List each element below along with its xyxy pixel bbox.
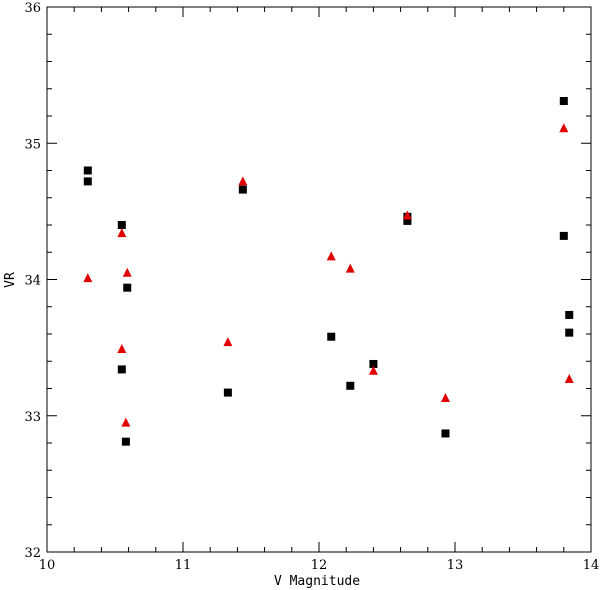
y-tick-label: 33 <box>24 410 41 425</box>
square-marker <box>238 185 247 194</box>
square-marker <box>223 388 232 397</box>
square-marker <box>83 166 92 175</box>
triangle-marker <box>345 263 355 273</box>
square-marker <box>121 437 130 446</box>
triangle-marker <box>122 267 132 277</box>
square-marker <box>559 231 568 240</box>
x-axis-label: V Magnitude <box>274 574 360 589</box>
square-marker <box>369 359 378 368</box>
data-points <box>83 97 574 446</box>
x-tick-label: 11 <box>175 558 192 573</box>
square-marker <box>346 381 355 390</box>
y-axis-ticks: 32 33 34 35 36 <box>24 1 591 561</box>
square-marker <box>565 328 574 337</box>
x-axis-ticks: 10 11 12 13 14 <box>39 7 600 573</box>
square-marker <box>327 332 336 341</box>
y-tick-label: 32 <box>24 546 41 561</box>
triangle-marker <box>440 393 450 403</box>
x-tick-label: 12 <box>311 558 328 573</box>
square-marker <box>123 283 132 292</box>
triangle-marker <box>117 228 127 238</box>
square-marker <box>441 429 450 438</box>
triangle-marker <box>402 210 412 220</box>
y-axis-label: VR <box>3 272 18 288</box>
x-tick-label: 10 <box>39 558 56 573</box>
x-tick-label: 14 <box>583 558 600 573</box>
x-tick-label: 13 <box>447 558 464 573</box>
square-marker <box>83 177 92 186</box>
y-tick-label: 34 <box>24 274 41 289</box>
triangle-marker <box>117 343 127 353</box>
triangle-marker <box>83 273 93 283</box>
triangle-marker <box>223 337 233 347</box>
square-marker <box>117 365 126 374</box>
square-marker <box>565 310 574 319</box>
y-tick-label: 35 <box>24 137 41 152</box>
triangle-marker <box>564 373 574 383</box>
triangle-marker <box>368 365 378 375</box>
triangle-marker <box>326 251 336 261</box>
square-marker <box>559 97 568 106</box>
square-marker <box>117 221 126 229</box>
y-tick-label: 36 <box>24 1 41 16</box>
triangle-marker <box>238 176 248 186</box>
plot-frame <box>46 6 592 553</box>
plot-border <box>46 6 592 553</box>
square-marker <box>403 216 412 225</box>
triangle-marker <box>121 417 131 427</box>
triangle-marker <box>559 123 569 133</box>
